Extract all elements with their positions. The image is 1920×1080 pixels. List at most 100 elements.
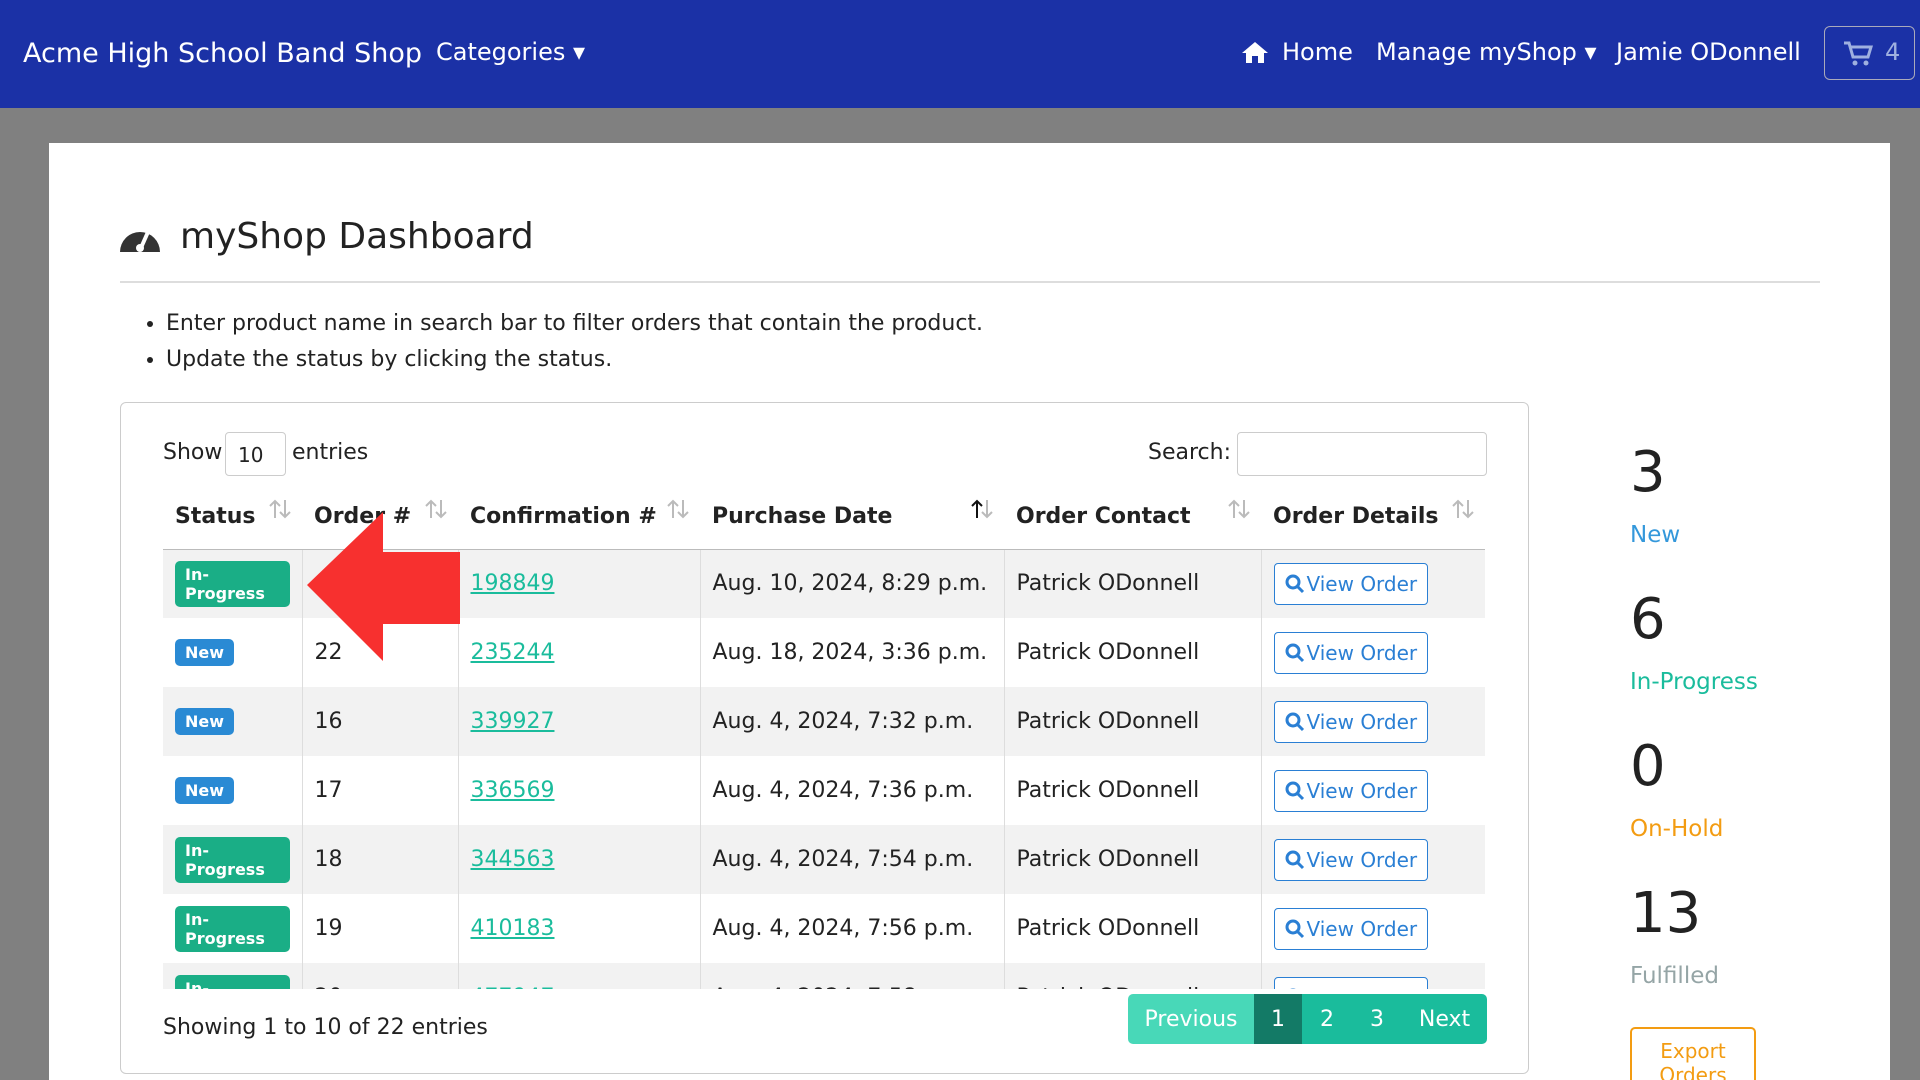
confirmation-link[interactable]: 198849: [470, 571, 555, 597]
page-length-select[interactable]: 10: [225, 432, 286, 476]
confirmation-link[interactable]: 235244: [470, 640, 555, 665]
purchase-date: Aug. 4, 2024, 7:54 p.m.: [712, 847, 974, 872]
manage-label: Manage myShop: [1376, 38, 1577, 66]
confirmation-cell: 235244: [457, 618, 700, 687]
order-number: 18: [314, 847, 343, 872]
status-cell: New: [163, 756, 302, 825]
status-badge[interactable]: In-Progress: [175, 905, 290, 952]
confirmation-cell: 198849: [457, 549, 700, 618]
view-order-button[interactable]: View Order: [1273, 562, 1429, 605]
status-badge[interactable]: New: [175, 777, 235, 804]
stat-value: 3: [1630, 440, 1666, 505]
search-icon: [1285, 643, 1304, 662]
search-input[interactable]: [1237, 432, 1487, 476]
confirmation-link[interactable]: 339927: [470, 709, 555, 734]
stat-value: 0: [1630, 734, 1666, 799]
order-number: 22: [314, 640, 343, 665]
stat-label: Fulfilled: [1630, 963, 1719, 989]
details-cell: View Order: [1260, 618, 1485, 687]
details-cell: View Order: [1260, 756, 1485, 825]
cart-count: 4: [1885, 38, 1901, 66]
order-contact: Patrick ODonnell: [1016, 916, 1200, 941]
home-icon: [1242, 42, 1268, 63]
status-cell: In-Progress: [163, 963, 302, 989]
date-cell: Aug. 10, 2024, 8:29 p.m.: [699, 549, 1004, 618]
search-icon: [1285, 919, 1304, 938]
search-icon: [1285, 712, 1304, 731]
page-button[interactable]: 3: [1352, 994, 1402, 1044]
categories-menu[interactable]: Categories ▾: [436, 38, 586, 66]
brand[interactable]: Acme High School Band Shop: [23, 38, 423, 69]
confirmation-cell: 344563: [457, 825, 700, 894]
view-order-button[interactable]: View Order: [1273, 907, 1429, 950]
status-cell: In-Progress: [163, 825, 302, 894]
page-button[interactable]: 1: [1254, 994, 1302, 1044]
view-order-label: View Order: [1307, 986, 1418, 990]
sort-icon: [667, 499, 689, 519]
instructions: Enter product name in search bar to filt…: [120, 306, 983, 378]
view-order-label: View Order: [1306, 778, 1418, 803]
view-order-button[interactable]: View Order: [1273, 631, 1429, 674]
order-cell: 19: [301, 894, 458, 963]
status-badge[interactable]: New: [175, 708, 235, 735]
home-link[interactable]: Home: [1282, 38, 1353, 66]
user-name[interactable]: Jamie ODonnell: [1616, 38, 1801, 66]
order-cell: 20: [301, 963, 458, 989]
order-cell: 17: [301, 756, 458, 825]
entries-label: entries: [292, 440, 369, 465]
view-order-button[interactable]: View Order: [1273, 976, 1429, 990]
table-scroll: Status Order # Confirmation # Purchase Date…: [163, 484, 1485, 989]
contact-cell: Patrick ODonnell: [1003, 825, 1261, 894]
table-panel: [120, 402, 1529, 1074]
page-button[interactable]: Previous: [1128, 994, 1254, 1044]
page-button[interactable]: 2: [1302, 994, 1352, 1044]
status-cell: New: [163, 618, 302, 687]
search-label: Search:: [1148, 440, 1231, 465]
status-cell: In-Progress: [163, 549, 302, 618]
search-icon: [1285, 850, 1304, 869]
order-row: In-Progress 20 477947 Aug. 4, 2024, 7:58 p.…: [163, 963, 1485, 989]
view-order-button[interactable]: View Order: [1273, 838, 1429, 881]
table-info: Showing 1 to 10 of 22 entries: [163, 1015, 488, 1040]
confirmation-link[interactable]: 477947: [471, 985, 555, 989]
export-button[interactable]: Export Orders: [1630, 1027, 1756, 1080]
confirmation-link[interactable]: 410183: [470, 916, 555, 941]
contact-cell: Patrick ODonnell: [1003, 549, 1261, 618]
status-badge[interactable]: In-Progress: [175, 836, 290, 883]
order-row: In-Progress 19 410183 Aug. 4, 2024, 7:56 p.…: [163, 894, 1485, 963]
order-contact: Patrick ODonnell: [1016, 571, 1200, 597]
confirmation-link[interactable]: 344563: [470, 847, 555, 872]
column-header[interactable]: Status: [163, 484, 302, 550]
view-order-button[interactable]: View Order: [1273, 700, 1429, 743]
instruction: Update the status by clicking the status…: [166, 342, 983, 378]
column-title: Confirmation #: [470, 503, 657, 529]
date-cell: Aug. 4, 2024, 7:58 p.m.: [699, 963, 1004, 989]
column-title: Order Details: [1273, 503, 1439, 529]
confirmation-link[interactable]: 336569: [470, 778, 555, 803]
stat-value: 6: [1630, 587, 1666, 652]
cart-button[interactable]: 4: [1824, 26, 1915, 80]
page-button[interactable]: Next: [1402, 994, 1487, 1044]
categories-label: Categories: [436, 38, 566, 66]
purchase-date: Aug. 4, 2024, 7:36 p.m.: [712, 778, 974, 803]
sort-icon: [971, 499, 993, 519]
order-cell: 16: [301, 687, 458, 756]
status-badge[interactable]: In-Progress: [175, 974, 290, 989]
details-cell: View Order: [1260, 549, 1485, 618]
sort-icon: [1228, 499, 1250, 519]
order-contact: Patrick ODonnell: [1016, 640, 1200, 665]
view-order-label: View Order: [1306, 709, 1418, 734]
view-order-button[interactable]: View Order: [1273, 769, 1429, 812]
stat-label: In-Progress: [1630, 669, 1758, 695]
search-icon: [1285, 574, 1304, 593]
column-header[interactable]: Purchase Date: [700, 484, 1004, 550]
column-header[interactable]: Confirmation #: [458, 484, 700, 550]
view-order-label: View Order: [1306, 571, 1418, 596]
manage-menu[interactable]: Manage myShop ▾: [1376, 38, 1597, 66]
column-header[interactable]: Order Contact: [1004, 484, 1261, 550]
date-cell: Aug. 4, 2024, 7:56 p.m.: [699, 894, 1004, 963]
status-badge[interactable]: In-Progress: [175, 560, 290, 607]
column-header[interactable]: Order Details: [1261, 484, 1485, 550]
status-badge[interactable]: New: [175, 639, 235, 666]
